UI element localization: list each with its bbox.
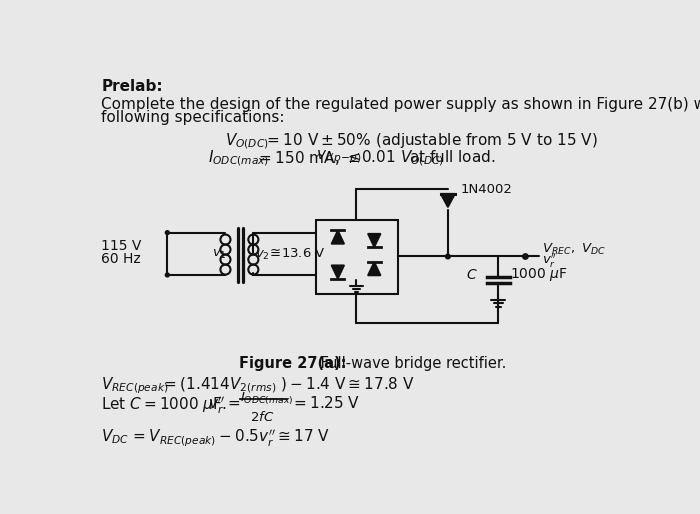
Text: $V_{REC},\ V_{DC}$: $V_{REC},\ V_{DC}$: [542, 242, 606, 257]
Text: $v_{r(p\mathrm{-}p)}$: $v_{r(p\mathrm{-}p)}$: [316, 149, 361, 167]
Text: $= V_{REC(peak)} - 0.5v_r^{\prime\prime} \cong 17\ \mathrm{V}$: $= V_{REC(peak)} - 0.5v_r^{\prime\prime}…: [130, 428, 330, 449]
Text: $v_2\!\cong\!13.6\ \mathrm{V}$: $v_2\!\cong\!13.6\ \mathrm{V}$: [255, 247, 326, 262]
Text: $= (1.414V_{2(rms)}\ ) - 1.4\ \mathrm{V} \cong 17.8\ \mathrm{V}$: $= (1.414V_{2(rms)}\ ) - 1.4\ \mathrm{V}…: [161, 376, 414, 395]
Text: $V_{O(DC)}$: $V_{O(DC)}$: [225, 131, 270, 151]
Text: $= 1.25\ \mathrm{V}$: $= 1.25\ \mathrm{V}$: [290, 395, 360, 411]
Text: $\mathrm{Let}\ C = 1000\ \mu\mathrm{F.}$: $\mathrm{Let}\ C = 1000\ \mu\mathrm{F.}$: [102, 395, 227, 414]
Text: 1N4002: 1N4002: [461, 183, 513, 196]
Text: Full-wave bridge rectifier.: Full-wave bridge rectifier.: [316, 356, 507, 371]
Polygon shape: [440, 194, 455, 207]
Text: Figure 27(a):: Figure 27(a):: [239, 356, 346, 371]
Circle shape: [523, 254, 528, 259]
Text: Prelab:: Prelab:: [102, 79, 163, 94]
Text: $\leq\!0.01\ V_{O(DC)}$: $\leq\!0.01\ V_{O(DC)}$: [345, 149, 444, 168]
Text: 115 V: 115 V: [102, 240, 142, 253]
Text: $= 10\ \mathrm{V} \pm 50\%\ \mathrm{(adjustable\ from\ 5\ V\ to\ 15\ V)}$: $= 10\ \mathrm{V} \pm 50\%\ \mathrm{(adj…: [264, 131, 598, 150]
Polygon shape: [368, 234, 381, 247]
Circle shape: [165, 273, 169, 277]
Text: $V_{REC(peak)}$: $V_{REC(peak)}$: [102, 376, 169, 396]
Circle shape: [446, 254, 450, 259]
Text: 60 Hz: 60 Hz: [102, 252, 141, 266]
Text: $1000\ \mu\mathrm{F}$: $1000\ \mu\mathrm{F}$: [510, 266, 568, 283]
Text: $v_1$: $v_1$: [211, 248, 226, 261]
Text: following specifications:: following specifications:: [102, 110, 285, 125]
Text: $C$: $C$: [466, 268, 477, 282]
Text: $I_{ODC(max)}$: $I_{ODC(max)}$: [208, 149, 269, 168]
Polygon shape: [331, 265, 344, 279]
Polygon shape: [331, 230, 344, 244]
Circle shape: [165, 231, 169, 234]
Text: $v_r^{\prime\prime} =$: $v_r^{\prime\prime} =$: [208, 395, 240, 416]
Text: $2fC$: $2fC$: [251, 410, 274, 424]
Text: $V_{DC}$: $V_{DC}$: [102, 428, 130, 446]
Polygon shape: [368, 262, 381, 276]
Text: Complete the design of the regulated power supply as shown in Figure 27(b) with : Complete the design of the regulated pow…: [102, 97, 700, 112]
Text: $v_r^{\prime\prime}$: $v_r^{\prime\prime}$: [542, 251, 558, 269]
Text: $I_{ODC(max)}$: $I_{ODC(max)}$: [240, 391, 293, 407]
Text: $\mathrm{at\ full\ load.}$: $\mathrm{at\ full\ load.}$: [409, 149, 496, 164]
Text: $= 150\ \mathrm{mA,}$: $= 150\ \mathrm{mA,}$: [256, 149, 340, 167]
